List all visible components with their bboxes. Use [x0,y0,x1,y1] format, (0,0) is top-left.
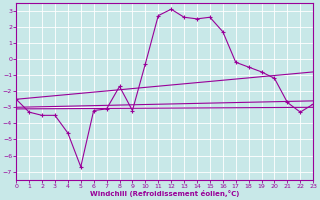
X-axis label: Windchill (Refroidissement éolien,°C): Windchill (Refroidissement éolien,°C) [90,190,239,197]
